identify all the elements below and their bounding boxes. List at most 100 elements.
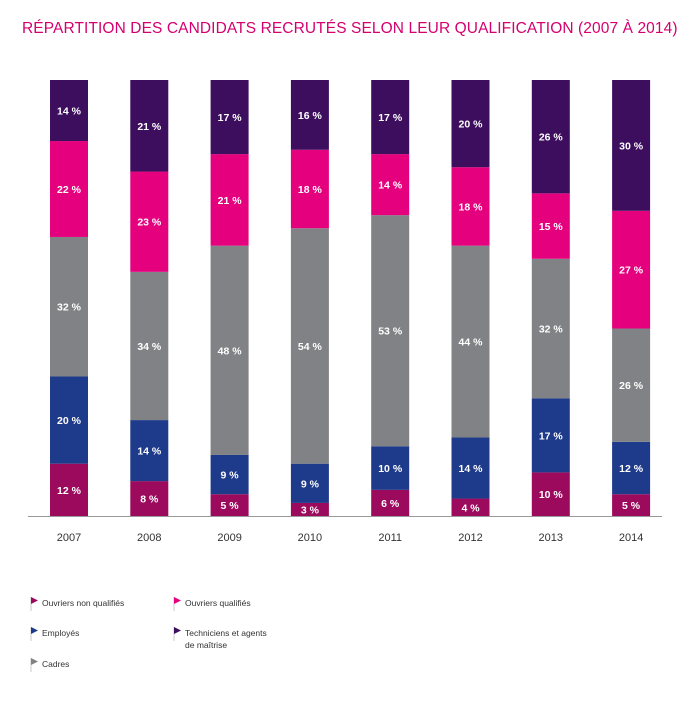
bar-segment-ouvriers_non_qualifies-2012: [451, 498, 490, 516]
bar-segment-techniciens-2010: [290, 80, 329, 150]
x-tick-label-2010: 2010: [298, 532, 322, 544]
data-label-cadres-2012: 44 %: [459, 337, 484, 349]
data-label-cadres-2007: 32 %: [57, 302, 82, 314]
data-label-cadres-2013: 32 %: [539, 324, 564, 336]
bar-segment-ouvriers_qualifies-2008: [130, 171, 169, 272]
bar-segment-employes-2009: [210, 454, 249, 495]
data-label-techniciens-2013: 26 %: [539, 132, 564, 144]
data-label-cadres-2014: 26 %: [619, 380, 644, 392]
data-label-ouvriers_qualifies-2007: 22 %: [57, 184, 82, 196]
data-label-employes-2014: 12 %: [619, 463, 644, 475]
legend-label: Employés: [42, 628, 80, 638]
x-tick-label-2014: 2014: [619, 532, 643, 544]
data-label-employes-2008: 14 %: [137, 446, 162, 458]
bar-segment-techniciens-2008: [130, 80, 169, 172]
x-tick-label-2008: 2008: [137, 532, 161, 544]
data-label-ouvriers_qualifies-2011: 14 %: [378, 180, 403, 192]
data-label-employes-2009: 9 %: [221, 470, 240, 482]
bar-segment-cadres-2014: [612, 328, 651, 442]
bar-segment-techniciens-2013: [531, 80, 570, 194]
bar-segment-ouvriers_non_qualifies-2014: [612, 494, 651, 516]
data-label-employes-2007: 20 %: [57, 415, 82, 427]
bar-segment-cadres-2009: [210, 245, 249, 455]
data-label-ouvriers_qualifies-2014: 27 %: [619, 265, 644, 277]
x-tick-label-2013: 2013: [539, 532, 563, 544]
bar-segment-employes-2008: [130, 420, 169, 482]
bar-segment-techniciens-2011: [371, 80, 410, 155]
data-label-ouvriers_qualifies-2012: 18 %: [459, 201, 484, 213]
data-label-ouvriers_non_qualifies-2009: 5 %: [221, 500, 240, 512]
bar-segment-cadres-2013: [531, 258, 570, 399]
data-label-ouvriers_non_qualifies-2012: 4 %: [461, 502, 480, 514]
bar-segment-techniciens-2009: [210, 80, 249, 155]
bar-segment-employes-2007: [50, 376, 88, 464]
data-label-employes-2012: 14 %: [459, 463, 484, 475]
bar-segment-ouvriers_non_qualifies-2009: [210, 494, 249, 516]
bar-segment-employes-2013: [531, 398, 570, 473]
bar-segment-ouvriers_qualifies-2014: [612, 210, 651, 329]
legend-flag-icon: [30, 627, 38, 641]
data-label-techniciens-2010: 16 %: [298, 110, 323, 122]
data-label-techniciens-2009: 17 %: [218, 112, 243, 124]
data-label-ouvriers_non_qualifies-2013: 10 %: [539, 489, 564, 501]
bar-segment-employes-2012: [451, 437, 490, 499]
data-label-techniciens-2007: 14 %: [57, 106, 82, 118]
data-label-techniciens-2012: 20 %: [459, 119, 484, 131]
data-label-ouvriers_qualifies-2013: 15 %: [539, 221, 564, 233]
legend-flag-icon: [173, 627, 181, 641]
x-tick-label-2011: 2011: [378, 532, 402, 544]
bar-segment-techniciens-2014: [612, 80, 651, 211]
x-tick-labels-group: 2007 2008 2009 2010 2011 2012 2013 2014: [57, 532, 644, 544]
data-label-ouvriers_non_qualifies-2014: 5 %: [622, 500, 641, 512]
bar-segment-ouvriers_non_qualifies-2011: [371, 489, 410, 516]
data-label-cadres-2008: 34 %: [137, 341, 162, 353]
bars-group: [50, 80, 651, 516]
data-label-ouvriers_non_qualifies-2010: 3 %: [301, 504, 320, 516]
data-label-ouvriers_non_qualifies-2008: 8 %: [140, 494, 159, 506]
data-label-ouvriers_non_qualifies-2011: 6 %: [381, 498, 400, 510]
x-tick-label-2012: 2012: [458, 532, 482, 544]
legend-flag-icon: [30, 597, 38, 611]
bar-segment-ouvriers_qualifies-2012: [451, 167, 490, 246]
x-tick-label-2009: 2009: [217, 532, 241, 544]
data-label-ouvriers_qualifies-2010: 18 %: [298, 184, 323, 196]
bar-segment-techniciens-2007: [50, 80, 88, 142]
x-tick-label-2007: 2007: [57, 532, 81, 544]
bar-segment-ouvriers_qualifies-2011: [371, 154, 410, 216]
chart-title: RÉPARTITION DES CANDIDATS RECRUTÉS SELON…: [22, 20, 678, 37]
bar-segment-cadres-2010: [290, 228, 329, 464]
data-label-cadres-2011: 53 %: [378, 326, 403, 338]
legend-flag-icon: [30, 658, 38, 672]
data-label-ouvriers_qualifies-2009: 21 %: [218, 195, 243, 207]
data-label-cadres-2009: 48 %: [218, 345, 243, 357]
data-label-cadres-2010: 54 %: [298, 341, 323, 353]
data-label-techniciens-2011: 17 %: [378, 112, 403, 124]
bar-segment-ouvriers_non_qualifies-2007: [50, 463, 88, 516]
bar-segment-techniciens-2012: [451, 80, 490, 168]
legend-label: Ouvriers qualifiés: [185, 598, 251, 608]
legend-label: Ouvriers non qualifiés: [42, 598, 125, 608]
bar-segment-ouvriers_qualifies-2007: [50, 141, 88, 237]
bar-segment-employes-2011: [371, 446, 410, 490]
data-label-ouvriers_qualifies-2008: 23 %: [137, 217, 162, 229]
data-label-employes-2011: 10 %: [378, 463, 403, 475]
bar-segment-ouvriers_non_qualifies-2010: [290, 502, 329, 516]
bar-segment-ouvriers_qualifies-2009: [210, 154, 249, 246]
bar-segment-cadres-2011: [371, 215, 410, 447]
bar-segment-ouvriers_qualifies-2013: [531, 193, 570, 259]
bar-segment-cadres-2007: [50, 236, 88, 377]
legend-flag-icon: [173, 597, 181, 611]
data-label-techniciens-2014: 30 %: [619, 140, 644, 152]
bar-segment-employes-2014: [612, 441, 651, 495]
legend-label: Techniciens et agents: [185, 628, 267, 638]
bar-segment-cadres-2008: [130, 271, 169, 421]
bar-segment-ouvriers_non_qualifies-2008: [130, 481, 169, 516]
legend-label-line2: de maîtrise: [185, 640, 228, 650]
legend-label: Cadres: [42, 659, 70, 669]
data-label-techniciens-2008: 21 %: [137, 121, 162, 133]
data-label-employes-2013: 17 %: [539, 430, 564, 442]
stacked-bar-chart: 12 % 20 % 32 % 22 % 14 % 8 % 14 % 34 % 23 % 21 % 5…: [28, 80, 662, 544]
data-label-employes-2010: 9 %: [301, 478, 320, 490]
bar-segment-employes-2010: [290, 463, 329, 503]
bar-segment-cadres-2012: [451, 245, 490, 438]
